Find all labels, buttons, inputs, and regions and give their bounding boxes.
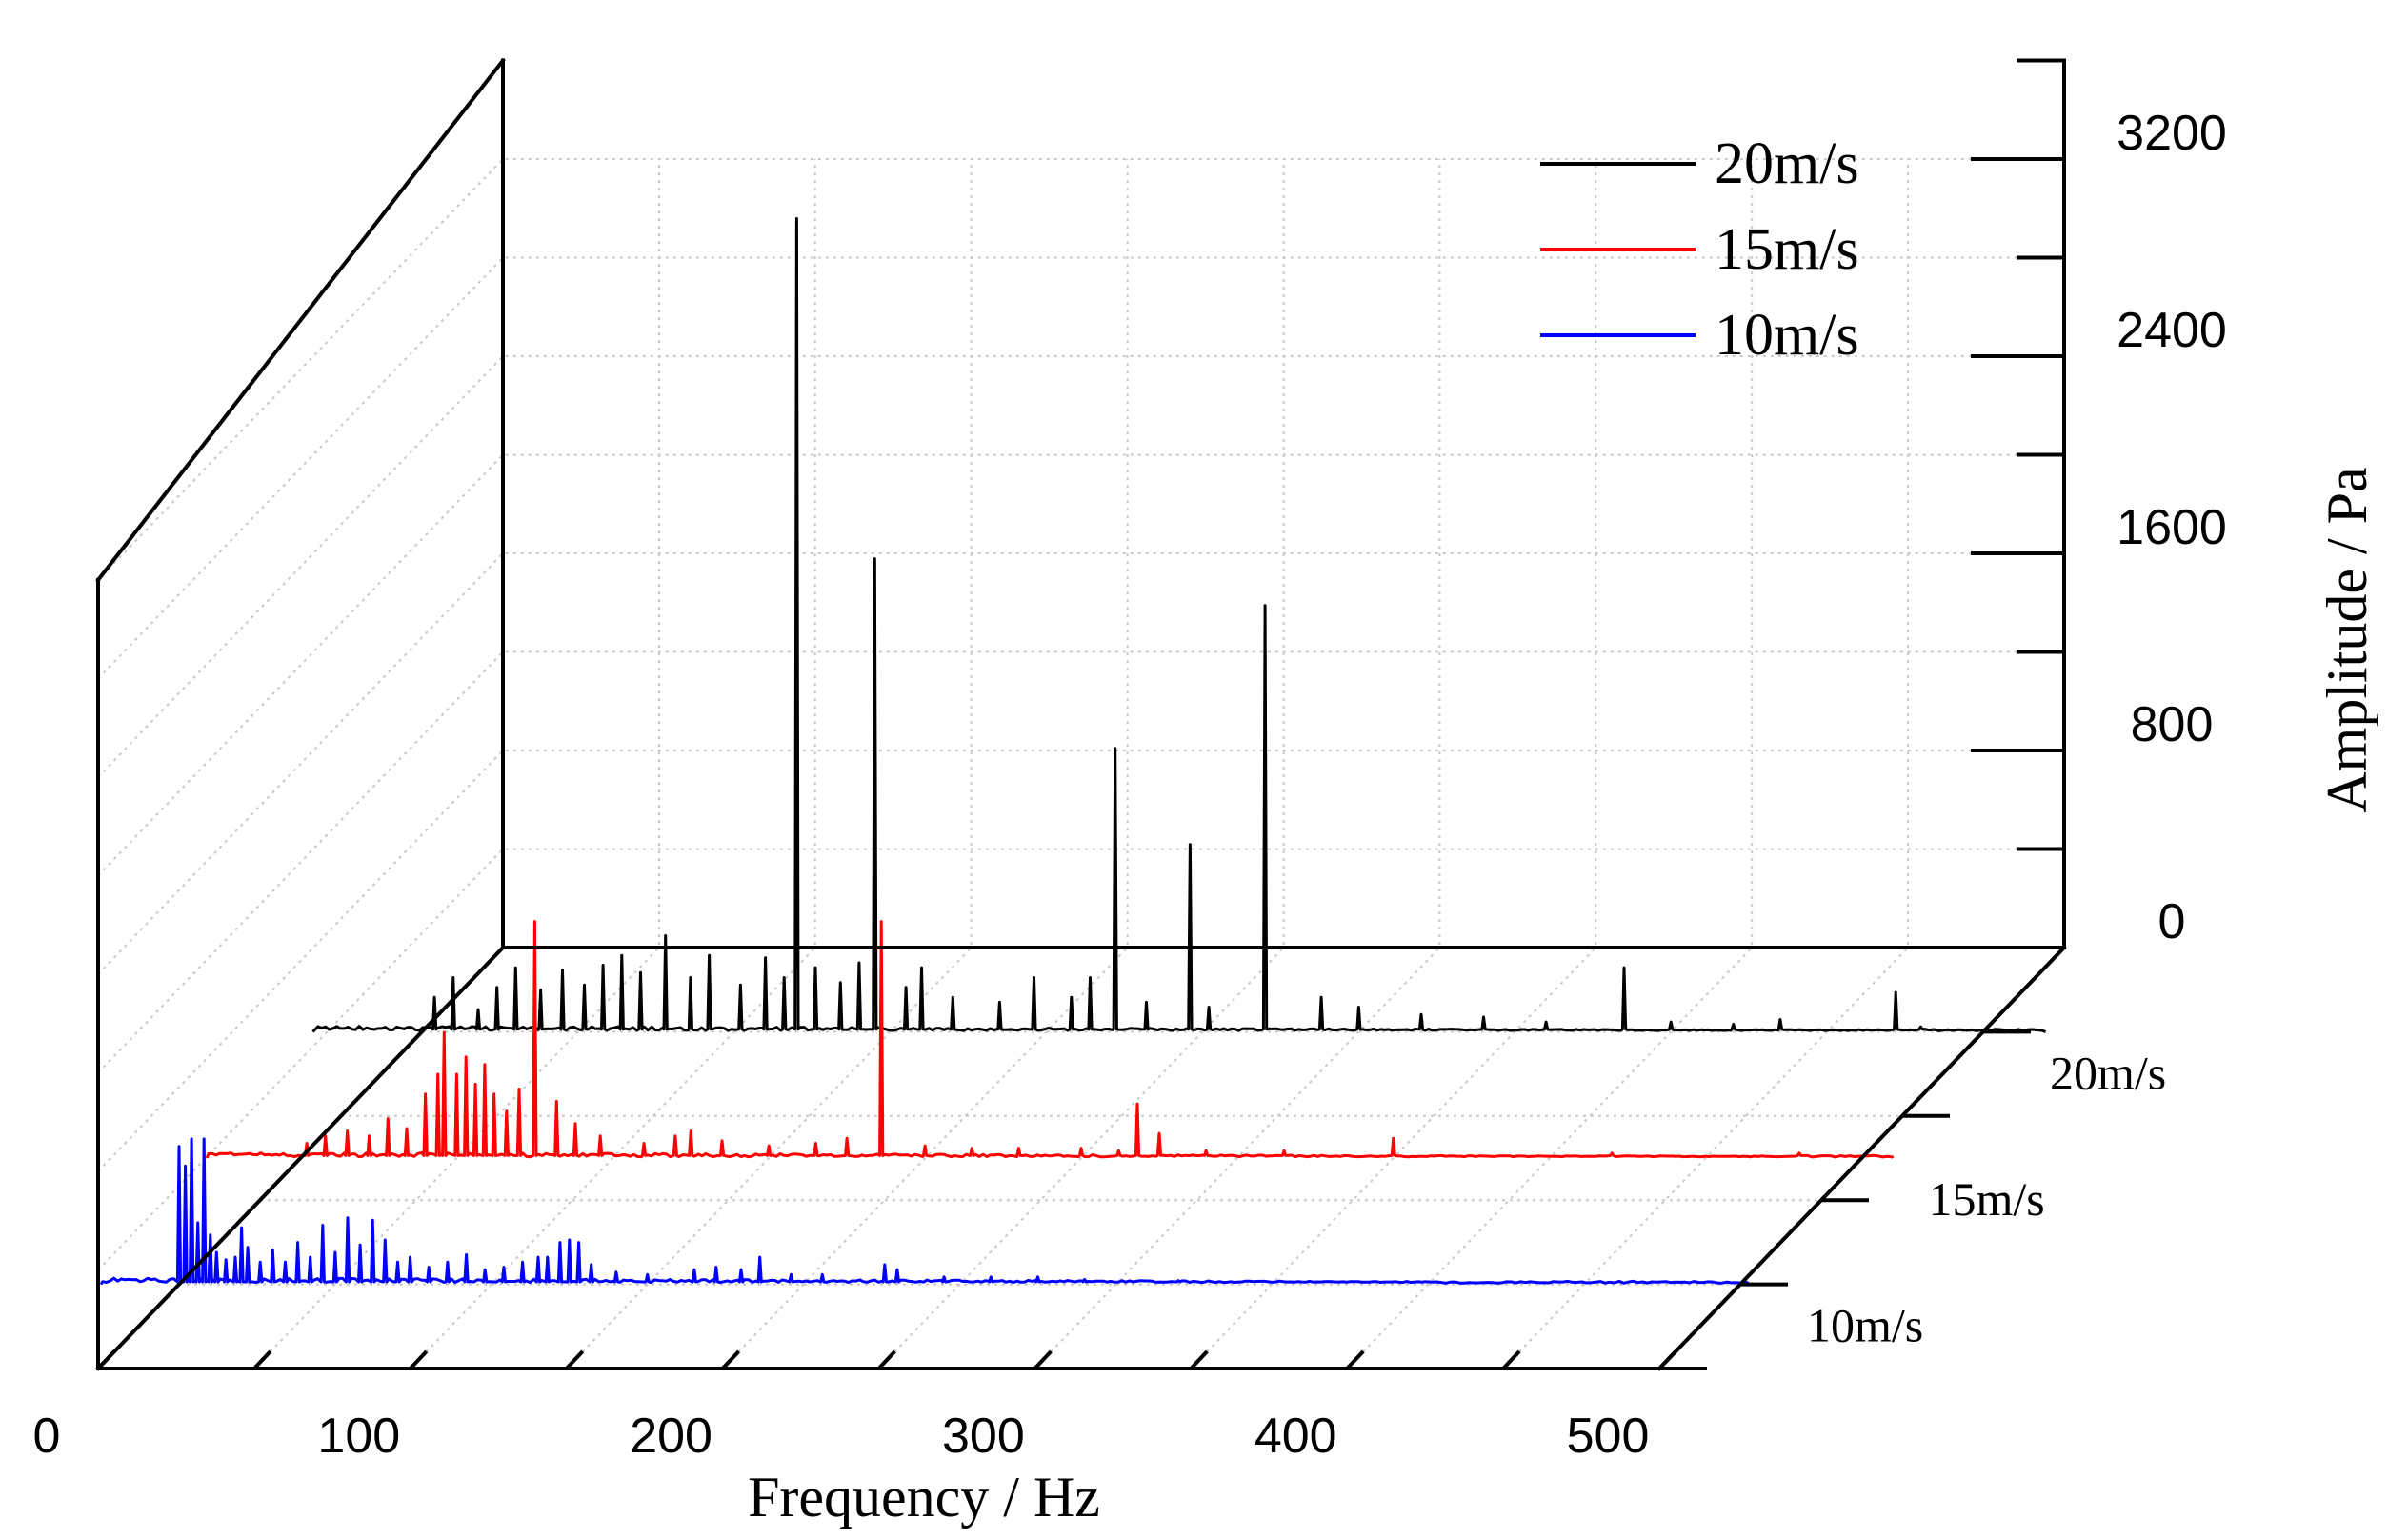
grid-line	[1033, 159, 1441, 1369]
z-axis-title: Amplitude / Pa	[2316, 467, 2378, 812]
z-tick-label: 0	[2158, 894, 2186, 949]
grid-line	[97, 355, 2064, 778]
left-floor-line	[95, 945, 506, 1371]
x-tick-label: 300	[942, 1409, 1025, 1464]
grid-line	[1346, 159, 1754, 1369]
legend-label: 20m/s	[1715, 131, 1859, 196]
grid-line	[877, 159, 1285, 1369]
grid-line	[97, 158, 2064, 581]
z-tick-label: 3200	[2117, 106, 2227, 161]
series-group	[99, 217, 2047, 1286]
legend-label: 10m/s	[1715, 303, 1859, 368]
grid-line	[565, 159, 973, 1369]
z-tick-label: 1600	[2117, 500, 2227, 555]
z-tick-label: 800	[2131, 697, 2214, 752]
grid-line	[97, 650, 2064, 1074]
x-tick-label: 500	[1567, 1409, 1650, 1464]
x-tick-mark	[409, 1349, 429, 1370]
x-tick-mark	[96, 1349, 116, 1370]
x-tick-mark	[1345, 1349, 1365, 1370]
top-diagonal-line	[95, 57, 506, 583]
x-tick-mark	[1657, 1349, 1677, 1370]
grid-line	[97, 848, 2064, 1271]
depth-label: 15m/s	[1929, 1172, 2045, 1226]
x-tick-mark	[565, 1349, 585, 1370]
grid-line	[97, 256, 2064, 680]
depth-axis-line	[1656, 945, 2067, 1371]
grid-line	[97, 750, 2064, 1172]
x-tick-mark	[877, 1349, 896, 1370]
x-tick-mark	[1501, 1349, 1521, 1370]
series-line-15m-s	[205, 920, 1895, 1159]
grid-line	[253, 159, 660, 1369]
legend-label: 15m/s	[1715, 217, 1859, 282]
x-tick-label: 200	[630, 1409, 712, 1464]
grid-line	[410, 159, 816, 1369]
depth-label: 10m/s	[1807, 1299, 1923, 1352]
grid-line	[1190, 159, 1597, 1369]
depth-label: 20m/s	[2050, 1046, 2166, 1099]
tick-marks	[96, 58, 2064, 1370]
series-line-10m-s	[99, 1137, 1751, 1286]
x-tick-mark	[252, 1349, 272, 1370]
x-tick-mark	[721, 1349, 741, 1370]
series-line-20m-s	[311, 217, 2047, 1033]
z-tick-label: 2400	[2117, 303, 2227, 358]
x-tick-mark	[1033, 1349, 1053, 1370]
x-axis-title: Frequency / Hz	[748, 1466, 1100, 1529]
grid-line	[97, 552, 2064, 975]
x-tick-mark	[1189, 1349, 1209, 1370]
x-tick-label: 400	[1254, 1409, 1337, 1464]
legend: 20m/s 15m/s 10m/s	[1540, 131, 1859, 368]
x-tick-label: 0	[33, 1409, 61, 1464]
grid-line	[97, 453, 2064, 877]
grid-line	[721, 159, 1129, 1369]
tick-labels: 0 100 200 300 400 500 0 800 1600 2400 3200 20m/s 15m…	[33, 106, 2227, 1464]
grid-lines	[97, 158, 2065, 1369]
x-tick-label: 100	[317, 1409, 400, 1464]
